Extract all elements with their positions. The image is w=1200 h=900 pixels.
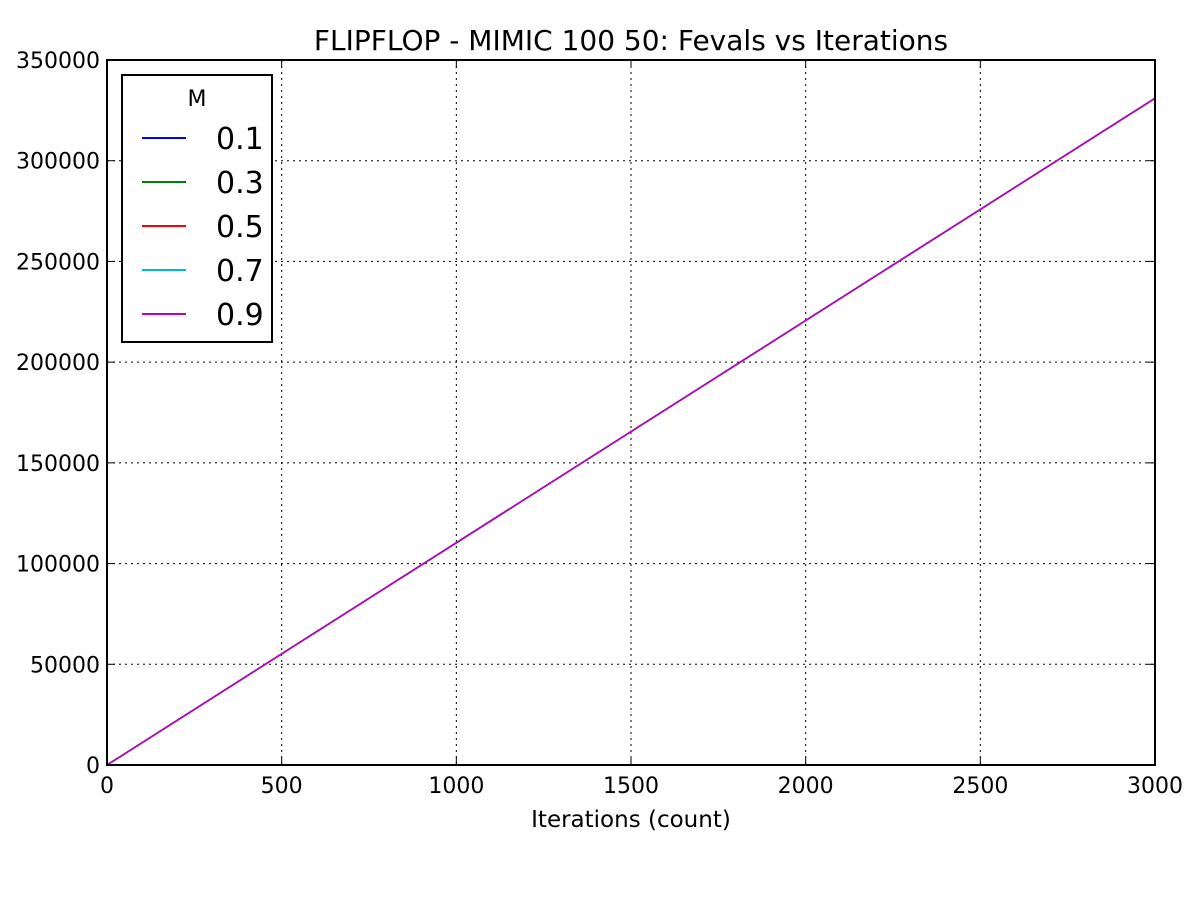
legend-entries: 0.1 0.3 0.5 0.7 0.9 [142,122,264,333]
legend-label-0: 0.1 [216,122,264,157]
legend-label-2: 0.5 [216,210,264,245]
legend-label-1: 0.3 [216,166,264,201]
y-tick-label: 350000 [16,49,100,74]
y-tick-label: 300000 [16,150,100,175]
x-tick-label: 2500 [952,774,1008,799]
legend-box [121,74,273,343]
x-axis-label: Iterations (count) [531,807,731,833]
chart-title: FLIPFLOP - MIMIC 100 50: Fevals vs Itera… [314,24,948,57]
y-tick-label: 100000 [16,553,100,578]
grid-layer [107,60,1155,765]
legend-label-4: 0.9 [216,298,264,333]
legend: M 0.1 0.3 0.5 0.7 0.9 [121,74,273,343]
y-tick-label: 200000 [16,351,100,376]
y-tick-label: 0 [86,754,100,779]
y-tick-label: 250000 [16,250,100,275]
x-tick-label: 0 [100,774,114,799]
x-tick-label: 3000 [1127,774,1183,799]
legend-label-3: 0.7 [216,254,264,289]
x-tick-label: 1000 [428,774,484,799]
series-line-4 [106,97,1156,766]
series-layer [106,97,1156,766]
tick-layer: 0 500 1000 1500 2000 2500 3000 0 50000 100000 1500… [16,49,1183,799]
x-tick-label: 500 [261,774,303,799]
legend-title: M [188,87,207,112]
x-tick-label: 1500 [603,774,659,799]
y-tick-label: 150000 [16,452,100,477]
x-tick-label: 2000 [778,774,834,799]
y-tick-label: 50000 [30,653,100,678]
